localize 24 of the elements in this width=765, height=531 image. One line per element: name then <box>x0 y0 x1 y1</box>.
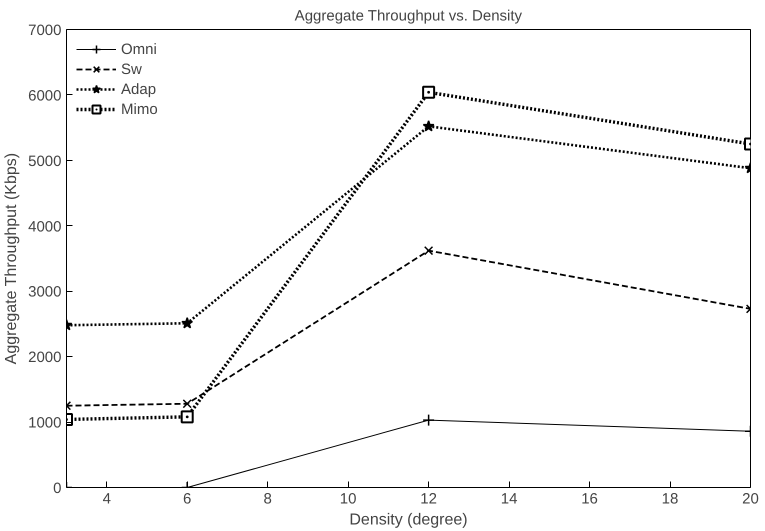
y-tick-label: 3000 <box>28 284 62 301</box>
x-tick-label: 18 <box>662 490 678 508</box>
x-tick-label: 16 <box>581 490 598 508</box>
legend-label: Mimo <box>121 100 158 118</box>
x-tick-label: 4 <box>102 490 111 508</box>
y-tick-label: 7000 <box>28 22 62 39</box>
x-tick-label: 10 <box>340 490 356 508</box>
x-tick-label: 8 <box>264 490 272 508</box>
y-tick-label: 2000 <box>28 349 62 366</box>
x-tick-label: 14 <box>500 490 518 508</box>
x-axis-title: Density (degree) <box>349 512 468 528</box>
legend-label: Sw <box>121 60 142 78</box>
x-tick-label: 6 <box>183 490 192 508</box>
y-tick-label: 0 <box>53 480 62 497</box>
y-tick-label: 5000 <box>28 152 62 170</box>
legend-label: Omni <box>121 40 157 58</box>
y-tick-label: 6000 <box>28 87 62 104</box>
y-tick-label: 1000 <box>28 414 62 432</box>
chart-title: Aggregate Throughput vs. Density <box>294 8 523 24</box>
y-axis-title: Aggregate Throughput (Kbps) <box>3 152 20 364</box>
x-tick-label: 20 <box>742 490 759 508</box>
y-tick-label: 4000 <box>28 218 62 236</box>
x-tick-label: 12 <box>420 490 437 508</box>
legend-label: Adap <box>121 80 156 98</box>
